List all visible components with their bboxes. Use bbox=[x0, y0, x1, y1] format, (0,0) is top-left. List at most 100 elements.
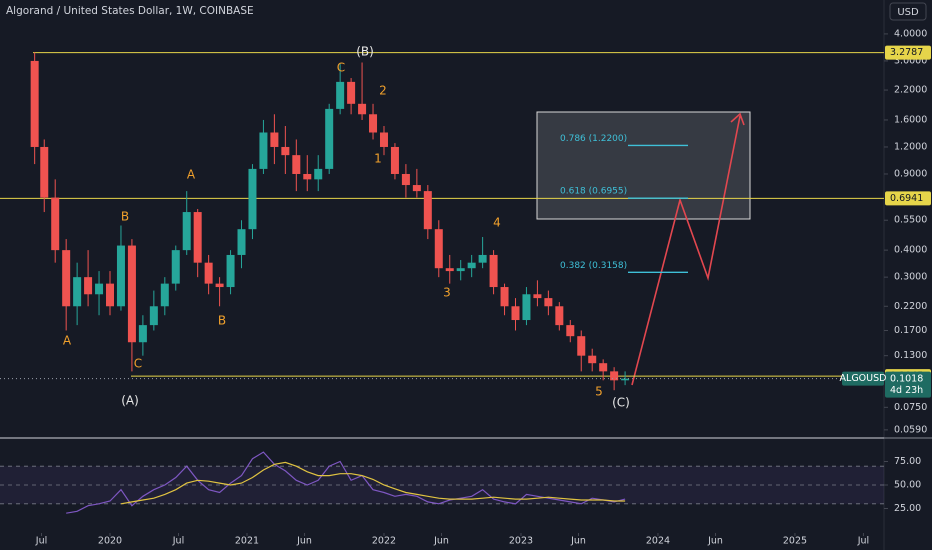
x-tick-label: 2022 bbox=[372, 536, 396, 547]
projection-path bbox=[631, 115, 741, 386]
candle-body bbox=[40, 146, 49, 198]
wave-label: 1 bbox=[374, 152, 382, 166]
candle-body bbox=[456, 268, 465, 272]
candle-body bbox=[314, 168, 323, 180]
wave-label: B bbox=[218, 314, 226, 328]
candle-body bbox=[533, 294, 542, 299]
candle-body bbox=[30, 60, 39, 147]
candle-body bbox=[599, 363, 608, 372]
candle-body bbox=[544, 298, 553, 307]
candle-body bbox=[347, 81, 356, 104]
candle-body bbox=[204, 262, 213, 284]
wave-label: 5 bbox=[595, 385, 603, 399]
candle-body bbox=[160, 283, 169, 307]
last-price-label: 0.1018 bbox=[890, 374, 923, 385]
x-tick-label: Jul bbox=[35, 536, 47, 547]
wave-label: (A) bbox=[121, 394, 139, 408]
x-tick-label: Jul bbox=[857, 536, 869, 547]
x-tick-label: 2023 bbox=[509, 536, 533, 547]
wave-label: 2 bbox=[379, 84, 387, 98]
candle-body bbox=[73, 277, 82, 307]
candle-body bbox=[51, 197, 60, 251]
candle-body bbox=[500, 287, 509, 307]
candle-body bbox=[248, 168, 257, 230]
rsi-ma-line bbox=[120, 461, 626, 505]
x-tick-label: Jun bbox=[296, 536, 312, 547]
rsi-y-tick-label: 50.00 bbox=[894, 480, 921, 491]
y-tick-label: 0.0750 bbox=[894, 402, 927, 413]
y-tick-label: 0.1700 bbox=[894, 325, 927, 336]
candle-body bbox=[281, 146, 290, 156]
candle-body bbox=[292, 155, 301, 174]
x-tick-label: 2024 bbox=[646, 536, 670, 547]
candle-body bbox=[621, 378, 630, 381]
candle-body bbox=[588, 355, 597, 364]
candle-body bbox=[489, 254, 498, 288]
x-tick-label: Jul bbox=[172, 536, 184, 547]
y-tick-label: 0.3000 bbox=[894, 272, 927, 283]
candle-body bbox=[577, 336, 586, 356]
candle-body bbox=[226, 254, 235, 288]
y-tick-label: 4.0000 bbox=[894, 28, 927, 39]
y-tick-label: 0.4000 bbox=[894, 245, 927, 256]
level-badge bbox=[885, 191, 931, 206]
candle-body bbox=[610, 371, 619, 381]
candle-body bbox=[478, 254, 487, 263]
level-badge bbox=[885, 45, 931, 60]
candle-body bbox=[401, 173, 410, 186]
candle-body bbox=[237, 229, 246, 255]
y-tick-label: 0.9000 bbox=[894, 168, 927, 179]
candle-body bbox=[149, 306, 158, 326]
level-badge-label: 3.2787 bbox=[890, 47, 923, 58]
y-tick-label: 0.1300 bbox=[894, 350, 927, 361]
candle-body bbox=[467, 262, 476, 269]
candle-body bbox=[270, 132, 279, 147]
candle-body bbox=[84, 277, 93, 295]
fib-label: 0.786 (1.2200) bbox=[560, 134, 627, 144]
y-tick-label: 0.0590 bbox=[894, 424, 927, 435]
wave-label: C bbox=[134, 357, 142, 371]
wave-label: 4 bbox=[493, 216, 501, 230]
fib-label: 0.618 (0.6955) bbox=[560, 187, 627, 197]
candle-body bbox=[171, 250, 180, 284]
rsi-y-tick-label: 75.00 bbox=[894, 456, 921, 467]
candle-body bbox=[116, 245, 125, 307]
x-tick-label: Jun bbox=[707, 536, 723, 547]
candle-body bbox=[193, 212, 202, 263]
candle-body bbox=[555, 306, 564, 326]
candle-body bbox=[434, 229, 443, 269]
currency-box[interactable] bbox=[889, 2, 927, 21]
y-tick-label: 1.6000 bbox=[894, 114, 927, 125]
candle-body bbox=[259, 132, 268, 169]
y-tick-label: 0.2200 bbox=[894, 301, 927, 312]
x-tick-label: Jun bbox=[433, 536, 449, 547]
candle-body bbox=[511, 306, 520, 321]
symbol-badge bbox=[842, 371, 884, 386]
candle-body bbox=[138, 325, 147, 343]
candle-body bbox=[390, 146, 399, 174]
candle-body bbox=[95, 283, 104, 295]
wave-label: A bbox=[187, 168, 196, 182]
candle-body bbox=[412, 185, 421, 192]
fib-label: 0.382 (0.3158) bbox=[560, 261, 627, 271]
wave-label: (B) bbox=[356, 45, 374, 59]
currency[interactable]: USD bbox=[897, 7, 919, 18]
candle-body bbox=[423, 191, 432, 230]
y-tick-label: 0.5500 bbox=[894, 215, 927, 226]
candle-body bbox=[336, 81, 345, 109]
candle-body bbox=[106, 283, 115, 307]
candle-body bbox=[522, 294, 531, 321]
candle-body bbox=[445, 268, 454, 272]
candle-body bbox=[215, 283, 224, 288]
y-tick-label: 2.2000 bbox=[894, 85, 927, 96]
projection-arrowhead bbox=[730, 112, 745, 126]
x-tick-label: 2025 bbox=[783, 536, 807, 547]
x-tick-label: 2021 bbox=[235, 536, 259, 547]
candle-body bbox=[325, 108, 334, 169]
chart-title: Algorand / United States Dollar, 1W, COI… bbox=[6, 5, 254, 17]
candle-body bbox=[62, 250, 71, 307]
candle-body bbox=[566, 325, 575, 337]
rsi-line bbox=[66, 451, 626, 514]
x-tick-label: Jun bbox=[570, 536, 586, 547]
